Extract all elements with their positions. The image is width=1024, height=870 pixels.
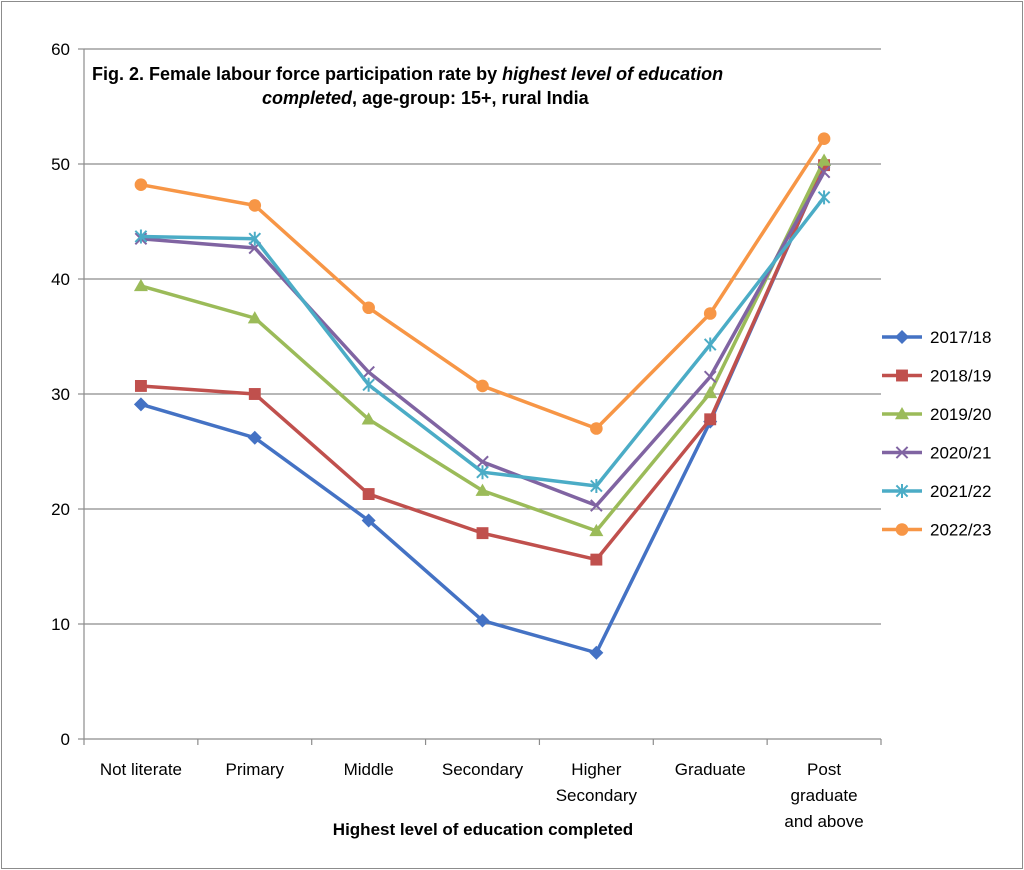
legend-item: 2020/21 [882,444,991,463]
data-point [895,523,909,536]
data-point [703,337,717,352]
x-tick-label: Post graduate and above [784,760,863,831]
title-line1-plain: Fig. 2. Female labour force participatio… [92,64,503,84]
legend-label: 2017/18 [930,328,991,347]
y-tick-label: 60 [51,40,70,59]
x-tick-label: Higher Secondary [556,760,638,805]
legend: 2017/18 2018/19 2019/20 2020/21 2021/22 2022/… [882,328,991,540]
data-point [895,446,909,459]
legend-label: 2018/19 [930,367,991,386]
data-point [590,553,603,566]
y-tick-label: 30 [51,385,70,404]
data-point [361,513,376,528]
data-point [896,369,908,382]
legend-label: 2021/22 [930,482,991,501]
legend-item: 2022/23 [882,521,991,540]
series-2020-21 [134,165,831,512]
data-point [476,527,489,540]
legend-item: 2019/20 [882,405,991,424]
data-point [589,645,604,660]
data-point [248,199,262,212]
y-tick-label: 0 [61,730,70,749]
data-point [704,413,717,426]
series-line [140,164,826,562]
chart-title: Fig. 2. Female labour force participatio… [86,62,806,110]
data-point [817,132,831,145]
legend-label: 2022/23 [930,521,991,540]
data-point [895,407,909,420]
title-line1-italic: highest level of education [502,64,724,84]
data-point [247,430,262,445]
x-tick-label: Graduate [675,760,746,779]
y-tick-label: 10 [51,615,70,634]
data-point [590,479,603,493]
data-point [895,330,909,344]
data-point [362,365,375,379]
series-line [140,196,826,488]
data-point [817,153,832,166]
data-point [703,370,717,384]
data-point [134,229,148,244]
series-2022-23 [134,132,831,435]
data-point [703,385,718,399]
data-point [247,311,262,324]
data-point [361,412,376,425]
data-point [133,278,148,292]
data-point [248,231,262,246]
y-tick-label: 20 [51,500,70,519]
data-point [475,613,490,628]
data-point [475,483,490,496]
data-point [476,455,489,469]
x-tick-label: Not literate [100,760,182,779]
data-point [134,178,148,191]
data-point [703,307,717,320]
legend-item: 2018/19 [882,367,991,386]
data-point [895,484,909,498]
y-tick-label: 50 [51,155,70,174]
series-2021-22 [134,190,831,493]
data-point [248,388,261,400]
x-axis-ticks: Not literate Primary Middle Secondary Higher… [83,739,882,831]
series-2017-18 [133,158,832,660]
x-tick-label: Secondary [442,760,524,779]
data-point [362,301,375,315]
series-line [140,171,826,508]
x-axis-title: Highest level of education completed [333,820,633,839]
data-point [476,379,489,393]
series-2019-20 [133,153,832,537]
legend-item: 2017/18 [882,328,991,347]
gridlines [84,48,881,625]
data-point [590,422,603,435]
data-point [476,465,489,480]
x-tick-label: Primary [226,760,285,779]
data-point [133,397,148,412]
data-point [589,523,604,537]
series-layer [133,132,832,660]
legend-item: 2021/22 [882,482,991,501]
data-point [362,377,375,392]
legend-label: 2020/21 [930,444,991,463]
data-point [817,190,831,205]
x-tick-label: Middle [344,760,394,779]
y-tick-label: 40 [51,270,70,289]
legend-label: 2019/20 [930,405,991,424]
y-axis-ticks: 0 10 20 30 40 50 60 [51,40,84,749]
data-point [817,165,831,179]
title-line2-italic: completed [262,88,353,108]
data-point [590,499,603,512]
title-line2-plain: , age-group: 15+, rural India [352,88,589,108]
data-point [134,380,147,392]
data-point [362,488,375,500]
